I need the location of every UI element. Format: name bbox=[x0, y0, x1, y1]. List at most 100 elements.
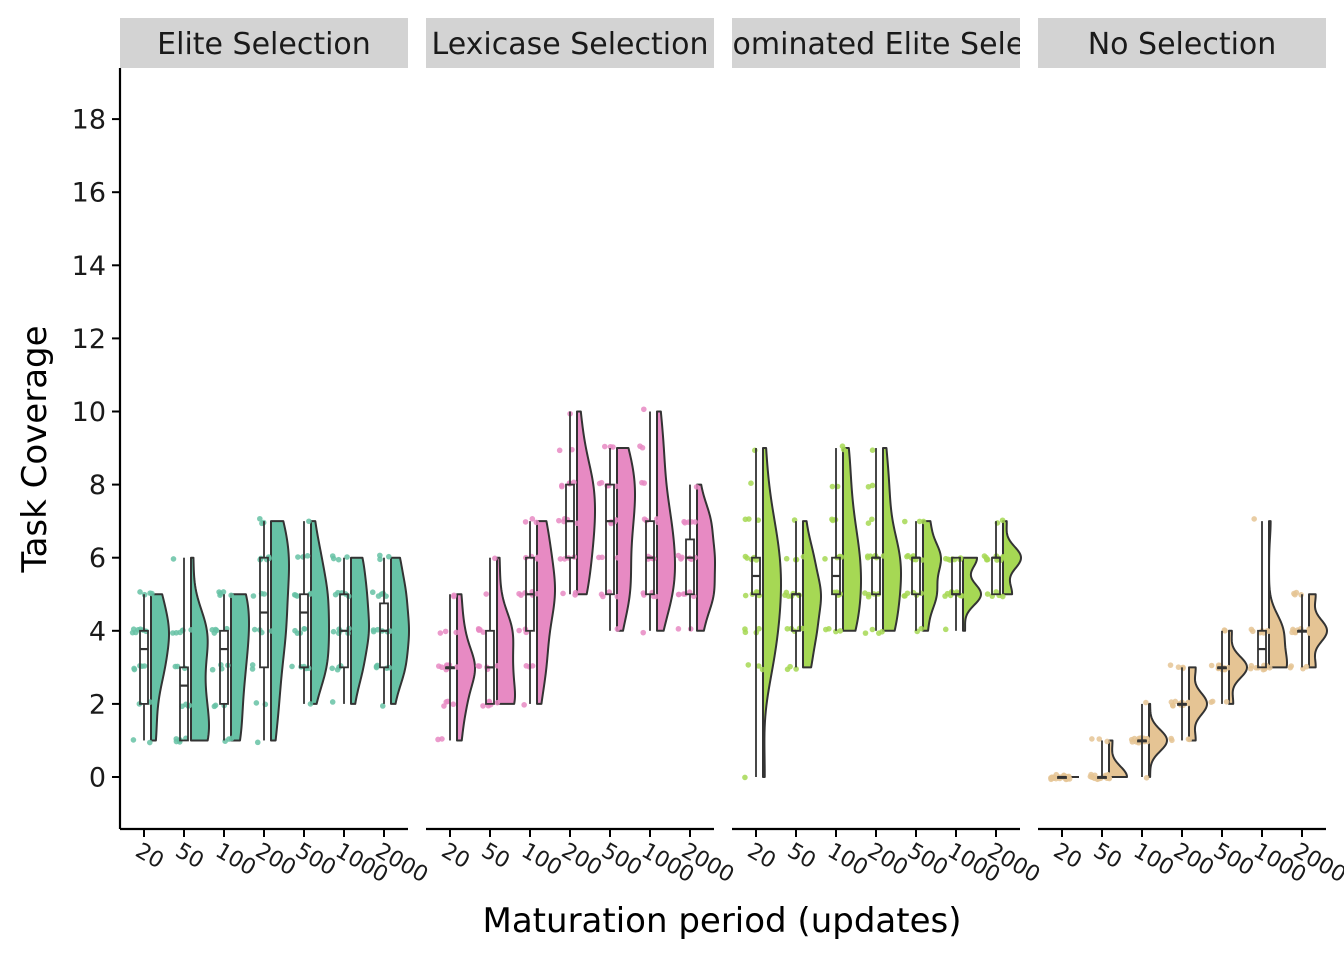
data-point bbox=[443, 699, 450, 705]
data-point bbox=[1208, 699, 1214, 705]
data-point bbox=[865, 483, 872, 490]
data-point bbox=[833, 628, 839, 635]
data-point bbox=[945, 556, 951, 563]
x-tick-label: 20 bbox=[437, 839, 474, 875]
data-point bbox=[295, 554, 301, 560]
violin-half bbox=[350, 556, 370, 705]
data-point bbox=[301, 626, 308, 632]
data-point bbox=[1168, 735, 1174, 742]
data-point bbox=[993, 589, 999, 595]
data-point bbox=[748, 480, 754, 487]
data-point bbox=[188, 627, 194, 633]
data-point bbox=[480, 703, 486, 709]
data-point bbox=[332, 591, 339, 598]
data-point bbox=[169, 630, 176, 636]
data-point bbox=[983, 554, 989, 561]
data-point bbox=[451, 592, 457, 599]
data-point bbox=[454, 664, 460, 670]
data-point bbox=[254, 739, 261, 746]
data-point bbox=[307, 701, 314, 707]
y-tick-label: 0 bbox=[89, 763, 106, 794]
data-point bbox=[1266, 664, 1273, 671]
data-point bbox=[614, 593, 621, 600]
data-point bbox=[1096, 736, 1103, 742]
facet-title-no-selection: No Selection bbox=[1088, 27, 1277, 62]
data-point bbox=[1053, 771, 1060, 778]
data-point bbox=[228, 735, 235, 742]
data-point bbox=[435, 663, 442, 669]
data-point bbox=[901, 518, 908, 525]
data-point bbox=[209, 666, 216, 673]
data-point bbox=[742, 592, 749, 599]
data-point bbox=[614, 554, 621, 561]
data-point bbox=[374, 626, 381, 633]
x-tick-label: 50 bbox=[477, 839, 514, 875]
box-iqr bbox=[605, 483, 615, 596]
data-point bbox=[130, 626, 137, 632]
data-point bbox=[453, 629, 460, 636]
data-point bbox=[173, 738, 180, 745]
data-point bbox=[944, 590, 951, 597]
data-point bbox=[787, 663, 793, 670]
y-tick-label: 14 bbox=[72, 251, 106, 282]
data-point bbox=[294, 630, 301, 636]
data-point bbox=[131, 665, 137, 672]
data-point bbox=[1106, 775, 1113, 782]
data-point bbox=[1104, 738, 1110, 745]
data-point bbox=[377, 552, 383, 559]
data-point bbox=[880, 553, 887, 559]
violin-half bbox=[390, 556, 410, 705]
data-point bbox=[869, 626, 876, 633]
data-point bbox=[268, 628, 275, 634]
data-point bbox=[217, 592, 223, 598]
data-point bbox=[598, 479, 605, 486]
box-iqr bbox=[871, 556, 881, 596]
data-point bbox=[344, 554, 350, 560]
violin-half bbox=[1308, 593, 1328, 669]
data-point bbox=[984, 591, 991, 597]
violin-half bbox=[922, 520, 942, 632]
box-iqr bbox=[299, 593, 309, 669]
data-point bbox=[1251, 516, 1257, 522]
data-point bbox=[494, 699, 501, 706]
data-point bbox=[441, 703, 447, 709]
data-point bbox=[613, 483, 620, 490]
facet-strip-lexicase: Lexicase Selection bbox=[426, 18, 714, 68]
data-point bbox=[865, 520, 872, 526]
data-point bbox=[330, 555, 337, 562]
data-point bbox=[534, 556, 541, 562]
box-iqr bbox=[791, 593, 801, 632]
y-tick-label: 10 bbox=[72, 397, 106, 428]
data-point bbox=[335, 556, 342, 563]
violin-half bbox=[456, 593, 476, 742]
violin-half bbox=[496, 556, 516, 705]
data-point bbox=[559, 482, 565, 489]
data-point bbox=[533, 519, 540, 526]
data-point bbox=[572, 592, 578, 598]
y-tick-label: 6 bbox=[89, 543, 106, 574]
data-point bbox=[211, 630, 218, 636]
data-point bbox=[784, 625, 791, 632]
box-iqr bbox=[951, 556, 961, 596]
y-tick-label: 8 bbox=[89, 470, 106, 501]
data-point bbox=[556, 517, 562, 524]
data-point bbox=[1131, 735, 1138, 742]
data-point bbox=[905, 552, 911, 559]
data-point bbox=[534, 590, 540, 597]
data-point bbox=[942, 626, 949, 633]
violin-half bbox=[270, 520, 290, 742]
data-point bbox=[614, 626, 621, 632]
data-point bbox=[379, 703, 386, 709]
data-point bbox=[639, 479, 645, 486]
y-tick-label: 18 bbox=[72, 105, 106, 136]
data-point bbox=[682, 519, 688, 526]
data-point bbox=[146, 739, 153, 746]
data-point bbox=[494, 663, 501, 669]
violin-half bbox=[962, 556, 982, 632]
box-iqr bbox=[685, 538, 695, 596]
data-point bbox=[862, 630, 869, 636]
data-point bbox=[475, 663, 481, 669]
